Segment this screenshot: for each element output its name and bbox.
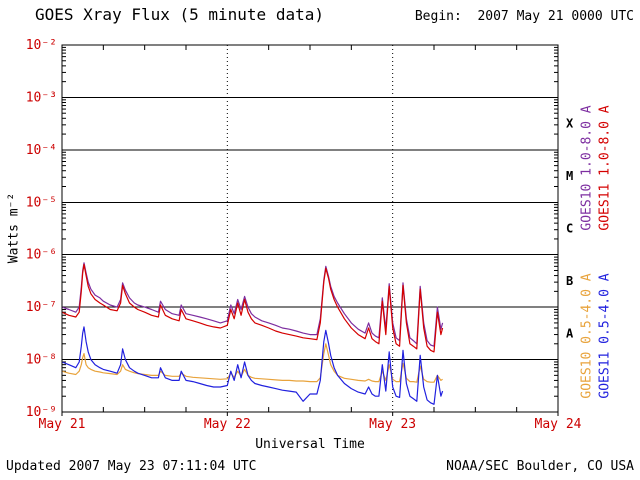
y-tick-label: 10⁻⁹ (26, 405, 57, 420)
page-title: GOES Xray Flux (5 minute data) (35, 5, 324, 24)
flare-class-label: C (566, 222, 573, 236)
y-tick-label: 10⁻³ (26, 90, 57, 105)
series-goes10-short-line (61, 343, 443, 383)
y-tick-label: 10⁻⁷ (26, 300, 57, 315)
series-goes11-long-line (61, 263, 444, 353)
plot-border (61, 44, 559, 413)
updated-timestamp: Updated 2007 May 23 07:11:04 UTC (6, 459, 257, 474)
x-tick-label: May 22 (204, 417, 251, 432)
x-axis-label: Universal Time (255, 437, 365, 452)
y-tick-label: 10⁻⁴ (26, 143, 57, 158)
legend-entry-goes11-short: GOES11 0.5-4.0 A (597, 273, 613, 399)
legend-entry-goes11-long: GOES11 1.0-8.0 A (597, 105, 613, 231)
y-tick-label: 10⁻² (26, 38, 57, 53)
y-tick-label: 10⁻⁶ (26, 248, 57, 263)
y-tick-label: 10⁻⁵ (26, 195, 57, 210)
series-goes10-long-line (61, 262, 444, 347)
legend-entry-goes10-long: GOES10 1.0-8.0 A (579, 105, 595, 231)
flare-class-label: X (566, 117, 574, 131)
y-tick-label: 10⁻⁸ (26, 353, 57, 368)
source-credit: NOAA/SEC Boulder, CO USA (446, 459, 634, 474)
x-tick-label: May 21 (39, 417, 86, 432)
x-tick-label: May 24 (535, 417, 582, 432)
legend-entry-goes10-short: GOES10 0.5-4.0 A (579, 273, 595, 399)
x-tick-label: May 23 (369, 417, 416, 432)
flare-class-label: A (566, 326, 574, 340)
begin-timestamp: Begin: 2007 May 21 0000 UTC (414, 9, 634, 24)
flare-class-label: B (566, 274, 573, 288)
series-goes11-short-line (61, 326, 444, 405)
flare-class-label: M (566, 169, 573, 183)
